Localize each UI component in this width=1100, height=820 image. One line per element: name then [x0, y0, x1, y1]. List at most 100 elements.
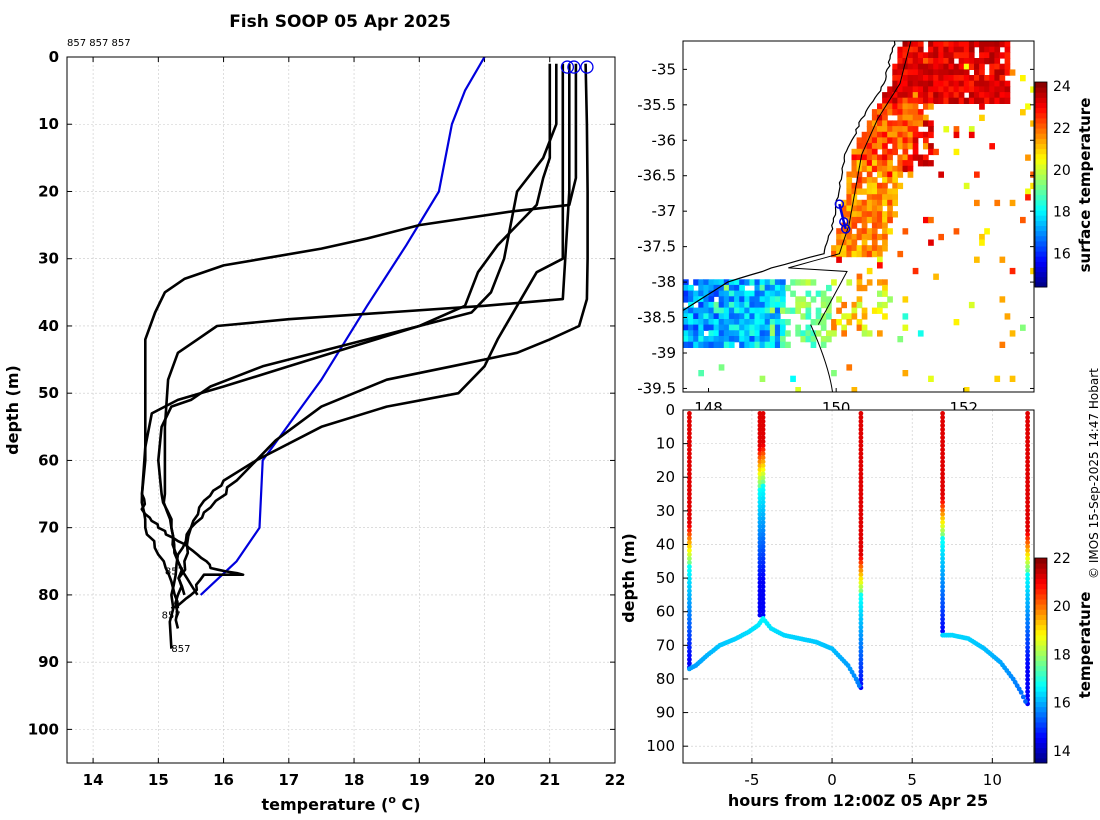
sst-pixel: [861, 239, 868, 246]
sst-pixel: [795, 330, 801, 337]
sst-pixel: [774, 341, 781, 348]
sst-pixel: [856, 301, 863, 309]
colorbar-segment: [1035, 568, 1047, 574]
cast-point: [1025, 532, 1030, 537]
sst-pixel: [759, 336, 766, 343]
sst-pixel: [728, 307, 735, 314]
cast-point: [1025, 467, 1030, 473]
figure-title: Fish SOOP 05 Apr 2025: [229, 12, 451, 32]
sst-pixel: [892, 137, 898, 144]
sst-pixel: [866, 137, 873, 144]
sst-pixel: [897, 336, 904, 343]
sst-pixel: [851, 233, 858, 241]
sst-pixel: [917, 131, 924, 139]
cast-point: [858, 653, 864, 658]
cast-point: [760, 556, 766, 561]
sst-pixel: [948, 80, 955, 87]
profile-xlabel-tail: C): [396, 795, 421, 814]
sst-pixel: [948, 63, 955, 70]
credit-text: © IMOS 15-Sep-2025 14:47 Hobart: [1087, 368, 1100, 579]
sst-pixel: [754, 301, 761, 309]
sst-pixel: [907, 58, 914, 65]
sst-pixel: [708, 330, 715, 337]
sst-pixel: [892, 143, 898, 150]
sst-pixel: [759, 313, 766, 320]
cast-point: [687, 661, 692, 666]
sst-pixel: [790, 290, 796, 297]
colorbar-segment: [1035, 235, 1047, 242]
cast-point: [760, 451, 766, 457]
sst-pixel: [1004, 52, 1011, 59]
cast-point: [858, 451, 864, 457]
cast-point: [1025, 576, 1030, 582]
sst-pixel: [723, 290, 730, 297]
cast-point: [858, 649, 864, 654]
colorbar-segment: [1035, 732, 1047, 738]
cast-point: [1025, 459, 1030, 465]
sst-pixel: [749, 307, 756, 314]
cast-point: [687, 411, 692, 416]
sst-pixel: [994, 69, 1001, 76]
sst-pixel: [688, 319, 694, 326]
sst-pixel: [805, 330, 812, 337]
sst-pixel: [907, 103, 914, 110]
sst-pixel: [800, 313, 807, 320]
sst-pixel: [877, 182, 883, 190]
sst-pixel: [866, 148, 873, 156]
sst-pixel: [790, 307, 796, 314]
sst-pixel: [683, 284, 689, 292]
colorbar-segment: [1035, 251, 1047, 257]
sst-pixel: [892, 69, 898, 76]
sst-pixel: [958, 69, 965, 76]
track-marker: [840, 224, 851, 234]
sst-pixel: [856, 273, 863, 280]
sst-pixel: [892, 63, 898, 70]
sst-pixel: [912, 92, 919, 99]
sst-pixel: [912, 46, 919, 53]
sst-pixel: [713, 319, 720, 326]
sst-pixel: [861, 154, 868, 161]
sst-pixel: [754, 296, 761, 303]
colorbar-segment: [1035, 184, 1047, 191]
sst-pixel: [917, 86, 924, 93]
cast-point: [1025, 471, 1030, 477]
cast-point: [1025, 540, 1030, 545]
sst-pixel: [928, 46, 934, 53]
sst-pixel: [861, 177, 868, 184]
colorbar-segment: [1035, 266, 1047, 273]
td-xlabel: hours from 12:00Z 05 Apr 25: [728, 791, 988, 810]
cast-point: [858, 665, 864, 670]
cast-point: [687, 479, 692, 485]
sst-pixel: [739, 319, 745, 326]
sst-pixel: [917, 75, 924, 82]
sst-pixel: [882, 245, 888, 252]
cast-point: [687, 592, 692, 598]
cast-point: [1025, 628, 1030, 634]
sst-pixel: [877, 199, 883, 207]
sst-pixel: [713, 313, 720, 320]
sst-pixel: [897, 120, 904, 127]
sst-pixel: [887, 188, 893, 195]
sst-pixel: [795, 296, 801, 303]
sst-pixel: [683, 296, 689, 303]
sst-pixel: [928, 80, 934, 87]
sst-pixel: [1009, 199, 1016, 207]
td-x-tick-label: 5: [907, 771, 917, 789]
sst-pixel: [713, 336, 720, 343]
sst-pixel: [938, 75, 944, 82]
sst-pixel: [902, 109, 909, 116]
sst-pixel: [856, 171, 863, 178]
sst-pixel: [708, 341, 715, 348]
cast-point: [760, 576, 766, 582]
cast-point: [940, 455, 945, 461]
sst-pixel: [907, 120, 914, 127]
cast-point: [687, 419, 692, 424]
cast-point: [940, 443, 945, 448]
sst-pixel: [790, 375, 796, 382]
cast-point: [760, 536, 766, 541]
colorbar-segment: [1035, 696, 1047, 702]
sst-pixel: [836, 256, 842, 263]
series-profile-4: [157, 63, 558, 596]
sst-pixel: [713, 290, 720, 297]
cast-point: [858, 455, 864, 461]
